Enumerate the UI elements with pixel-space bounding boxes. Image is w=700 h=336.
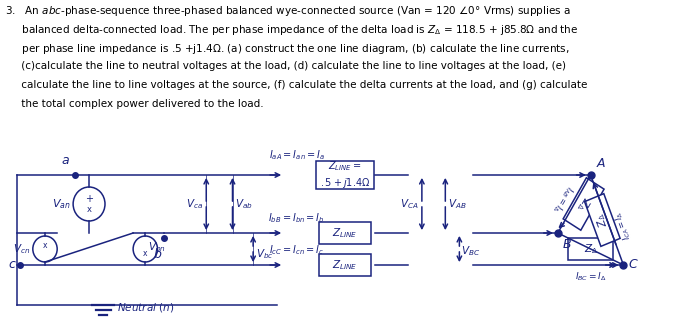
Text: $V_{CA}$: $V_{CA}$ — [400, 197, 419, 211]
Text: $I_{bB}=I_{bn}=I_b$: $I_{bB}=I_{bn}=I_b$ — [268, 211, 325, 225]
Text: $a$: $a$ — [62, 154, 70, 167]
Text: the total complex power delivered to the load.: the total complex power delivered to the… — [5, 99, 263, 109]
Bar — [319, 222, 371, 244]
Text: x: x — [143, 249, 148, 257]
Text: $I_{cC}=I_{cn}=I_c$: $I_{cC}=I_{cn}=I_c$ — [269, 243, 324, 257]
Text: $Neutral$ $(n)$: $Neutral$ $(n)$ — [117, 301, 174, 314]
Polygon shape — [584, 194, 620, 246]
Text: $I_{aA}=I_{an}=I_a$: $I_{aA}=I_{an}=I_a$ — [269, 148, 325, 162]
Text: $Z_\Delta$: $Z_\Delta$ — [594, 211, 611, 229]
Text: $Z_\Delta$: $Z_\Delta$ — [584, 242, 598, 256]
Text: $V_{an}$: $V_{an}$ — [52, 197, 70, 211]
Text: $A$: $A$ — [596, 157, 607, 170]
Text: +: + — [85, 194, 93, 204]
Text: $B$: $B$ — [563, 238, 573, 251]
Text: $V_{BC}$: $V_{BC}$ — [461, 244, 480, 258]
Text: $V_{cn}$: $V_{cn}$ — [13, 242, 30, 256]
Text: x: x — [87, 206, 92, 214]
Text: $V_{ab}$: $V_{ab}$ — [235, 197, 253, 211]
Text: $V_{ca}$: $V_{ca}$ — [186, 197, 204, 211]
Text: $c$: $c$ — [8, 258, 17, 271]
Text: x: x — [43, 241, 48, 250]
Text: $b$: $b$ — [153, 247, 162, 261]
Text: $Z_\Delta$: $Z_\Delta$ — [574, 194, 593, 214]
Text: $I_{BC}=I_\Delta$: $I_{BC}=I_\Delta$ — [575, 271, 606, 283]
Text: 3.   An $abc$-phase-sequence three-phased balanced wye-connected source (Van = 1: 3. An $abc$-phase-sequence three-phased … — [5, 4, 570, 18]
Text: per phase line impedance is .5 +j1.4$\Omega$. (a) construct the one line diagram: per phase line impedance is .5 +j1.4$\Om… — [5, 42, 569, 56]
Polygon shape — [563, 178, 604, 230]
Text: $I_{CA}=I_\Delta$: $I_{CA}=I_\Delta$ — [612, 209, 634, 241]
Text: $V_{bc}$: $V_{bc}$ — [256, 247, 274, 261]
Bar — [319, 254, 371, 276]
Text: balanced delta-connected load. The per phase impedance of the delta load is $Z_\: balanced delta-connected load. The per p… — [5, 23, 578, 37]
Text: $V_{AB}$: $V_{AB}$ — [448, 197, 467, 211]
Text: $C$: $C$ — [628, 258, 639, 271]
Text: $Z_{LINE}$: $Z_{LINE}$ — [332, 258, 358, 272]
Text: calculate the line to line voltages at the source, (f) calculate the delta curre: calculate the line to line voltages at t… — [5, 80, 587, 90]
Text: $I_{AB}=I_\Delta$: $I_{AB}=I_\Delta$ — [550, 183, 576, 215]
Bar — [316, 161, 374, 189]
Text: (c)calculate the line to neutral voltages at the load, (d) calculate the line to: (c)calculate the line to neutral voltage… — [5, 61, 566, 71]
Text: $Z_{LINE}$: $Z_{LINE}$ — [332, 226, 358, 240]
Text: $Z_{LINE}=$
$.5+j1.4\Omega$: $Z_{LINE}=$ $.5+j1.4\Omega$ — [320, 160, 370, 191]
Polygon shape — [568, 238, 613, 260]
Text: $V_{bn}$: $V_{bn}$ — [148, 240, 166, 254]
